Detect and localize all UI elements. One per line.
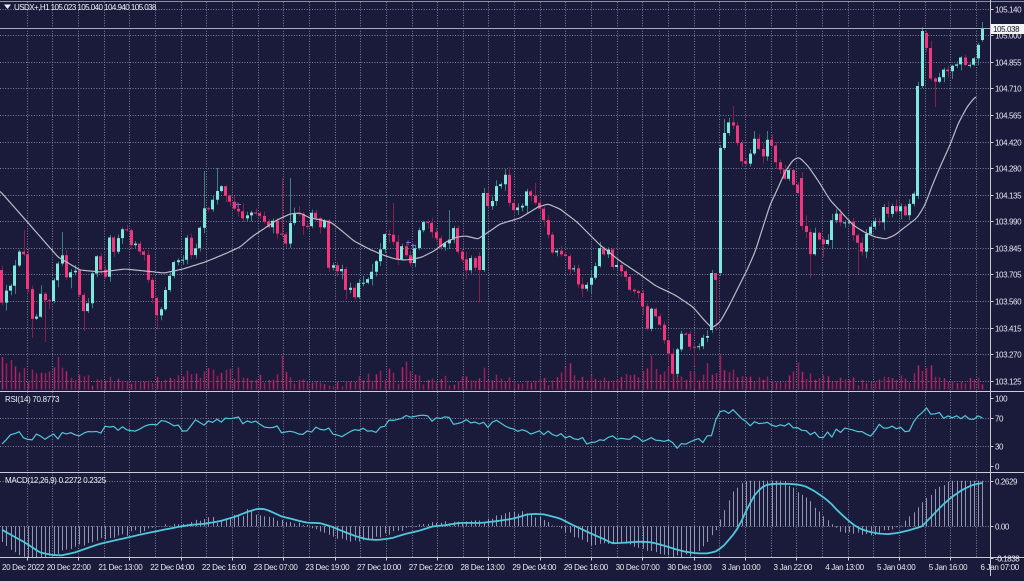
svg-text:27 Dec 22:00: 27 Dec 22:00 [409,563,454,572]
svg-text:3 Jan 10:00: 3 Jan 10:00 [722,563,761,572]
svg-text:104.420: 104.420 [995,139,1022,148]
svg-text:104.135: 104.135 [995,192,1022,201]
svg-text:104.565: 104.565 [995,112,1022,121]
svg-text:29 Dec 16:00: 29 Dec 16:00 [564,563,609,572]
svg-text:104.855: 104.855 [995,59,1022,68]
svg-text:70: 70 [995,415,1004,424]
svg-text:27 Dec 10:00: 27 Dec 10:00 [357,563,402,572]
svg-text:100: 100 [995,395,1008,404]
svg-text:20 Dec 2022: 20 Dec 2022 [2,563,45,572]
svg-text:0.00: 0.00 [995,523,1010,532]
svg-text:MACD(12,26,9) 0.2272 0.2325: MACD(12,26,9) 0.2272 0.2325 [5,476,107,485]
svg-text:103.845: 103.845 [995,245,1022,254]
svg-text:104.280: 104.280 [995,165,1022,174]
svg-text:RSI(14) 70.8773: RSI(14) 70.8773 [5,395,60,404]
svg-text:USDX+,H1 105.023 105.040 104.: USDX+,H1 105.023 105.040 104.940 105.038 [14,3,157,12]
svg-text:103.990: 103.990 [995,218,1022,227]
svg-text:22 Dec 16:00: 22 Dec 16:00 [202,563,247,572]
svg-text:4 Jan 13:00: 4 Jan 13:00 [825,563,864,572]
svg-text:104.710: 104.710 [995,85,1022,94]
svg-text:30: 30 [995,443,1004,452]
svg-text:-0.1838: -0.1838 [995,555,1020,564]
svg-text:23 Dec 07:00: 23 Dec 07:00 [254,563,299,572]
svg-text:105.140: 105.140 [995,6,1022,15]
svg-text:28 Dec 13:00: 28 Dec 13:00 [461,563,506,572]
svg-text:23 Dec 19:00: 23 Dec 19:00 [305,563,350,572]
svg-text:5 Jan 04:00: 5 Jan 04:00 [877,563,916,572]
svg-text:29 Dec 04:00: 29 Dec 04:00 [512,563,557,572]
svg-text:105.038: 105.038 [993,25,1020,34]
svg-text:103.705: 103.705 [995,271,1022,280]
svg-text:20 Dec 22:00: 20 Dec 22:00 [47,563,92,572]
svg-text:103.415: 103.415 [995,325,1022,334]
svg-text:103.125: 103.125 [995,378,1022,387]
svg-text:30 Dec 19:00: 30 Dec 19:00 [667,563,712,572]
svg-text:22 Dec 04:00: 22 Dec 04:00 [150,563,195,572]
svg-text:6 Jan 07:00: 6 Jan 07:00 [980,563,1019,572]
svg-text:103.270: 103.270 [995,351,1022,360]
svg-text:30 Dec 07:00: 30 Dec 07:00 [616,563,661,572]
svg-text:105.000: 105.000 [995,32,1022,41]
svg-text:0: 0 [995,463,1000,472]
svg-text:3 Jan 22:00: 3 Jan 22:00 [774,563,813,572]
svg-text:5 Jan 16:00: 5 Jan 16:00 [929,563,968,572]
svg-text:103.560: 103.560 [995,298,1022,307]
svg-text:21 Dec 13:00: 21 Dec 13:00 [98,563,143,572]
svg-text:0.2629: 0.2629 [995,478,1018,487]
